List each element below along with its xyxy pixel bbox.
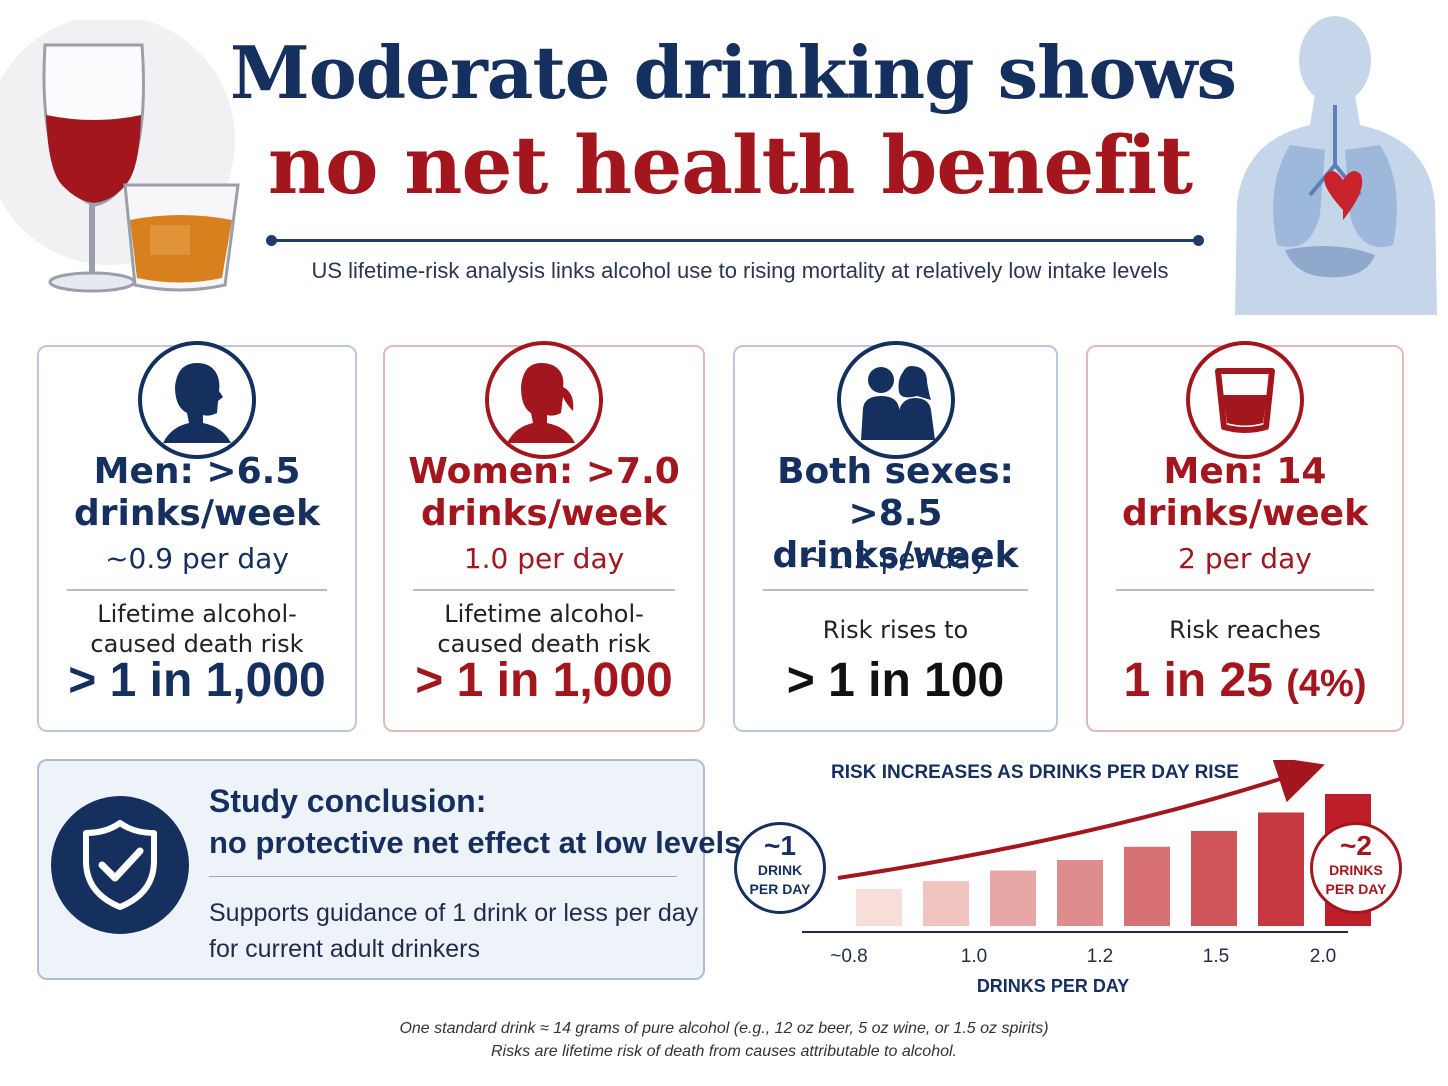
desc-line2: caused death risk [437,630,651,658]
conclusion-text-line1: Supports guidance of 1 drink or less per… [209,899,699,927]
desc-line2: caused death risk [90,630,304,658]
marker-unit-line2: PER DAY [749,881,811,897]
tick-label: 1.0 [960,946,988,967]
per-day: ~1.2 per day [803,542,988,575]
trend-arrow [837,760,1325,880]
card-divider [1116,589,1374,591]
card-women-7-0: Women: >7.0 drinks/week 1.0 per day Life… [383,341,705,732]
card-divider [67,589,327,591]
footnote-standard-drink: One standard drink ≈ 14 grams of pure al… [399,1020,1049,1037]
bar-1 [923,881,969,926]
desc-line1: Risk reaches [1169,616,1321,644]
risk-ratio: 1 in 25 [1123,654,1273,707]
header-divider [266,235,1204,246]
risk-value: > 1 in 100 [786,654,1005,707]
card-title-line1: Both sexes: [777,451,1014,492]
woman-silhouette-icon [485,341,603,459]
title-line-2: no net health benefit [267,118,1193,212]
marker-unit-line1: DRINKS [1329,862,1383,878]
bar-6 [1258,812,1304,926]
man-silhouette-icon [138,341,256,459]
per-day: 2 per day [1178,542,1312,575]
right-marker-2-drinks: ~2 DRINKS PER DAY [1310,822,1402,914]
marker-number: ~1 [764,830,796,861]
risk-value: > 1 in 1,000 [415,654,673,707]
marker-number: ~2 [1340,830,1372,861]
tick-label: ~0.8 [830,946,868,967]
couple-silhouette-icon [836,341,955,459]
x-axis-label: DRINKS PER DAY [976,976,1130,996]
title-line-1: Moderate drinking shows [230,30,1237,115]
card-title-line1: Men: >6.5 [93,451,301,492]
card-title-line1: Men: 14 [1163,451,1327,492]
desc-line1: Lifetime alcohol- [444,600,644,628]
conclusion-subtitle: no protective net effect at low levels [209,825,742,860]
risk-value: > 1 in 1,000 [68,654,326,707]
bar-4 [1124,846,1170,926]
bar-0 [856,889,902,926]
card-title-line1: Women: >7.0 [408,451,680,492]
bar-5 [1191,830,1237,926]
per-day: 1.0 per day [463,542,625,575]
marker-unit-line2: PER DAY [1325,881,1387,897]
desc-line1: Risk rises to [822,616,969,644]
desc-line1: Lifetime alcohol- [97,600,297,628]
bar-3 [1057,860,1103,926]
per-day: ~0.9 per day [105,542,289,575]
card-both-sexes-8-5: Both sexes: >8.5 drinks/week ~1.2 per da… [733,341,1058,732]
card-title-line2: drinks/week [73,493,321,534]
left-marker-1-drink: ~1 DRINK PER DAY [734,822,826,914]
conclusion-divider [209,876,677,877]
subtitle: US lifetime-risk analysis links alcohol … [311,258,1169,283]
card-title-line2: drinks/week [1121,493,1369,534]
footnote-risk-definition: Risks are lifetime risk of death from ca… [491,1043,957,1060]
card-men-14: Men: 14 drinks/week 2 per day Risk reach… [1086,341,1404,732]
drink-glass-icon [1186,341,1304,459]
risk-value: 1 in 25 (4%) [1088,653,1402,708]
card-divider [763,589,1028,591]
conclusion-box: Study conclusion: no protective net effe… [37,759,741,980]
bar-2 [990,870,1036,926]
card-men-6-5: Men: >6.5 drinks/week ~0.9 per day Lifet… [37,341,357,732]
wine-and-whiskey-glasses-icon [0,20,240,293]
conclusion-text-line2: for current adult drinkers [209,935,480,963]
tick-label: 1.5 [1202,946,1230,967]
marker-unit-line1: DRINK [757,862,803,878]
card-divider [413,589,675,591]
conclusion-title: Study conclusion: [209,783,487,819]
chart-title: RISK INCREASES AS DRINKS PER DAY RISE [831,762,1239,783]
tick-label: 2.0 [1309,946,1337,967]
risk-percent: (4%) [1286,663,1367,705]
card-title-line2: drinks/week [420,493,668,534]
shield-check-icon [51,796,189,934]
human-body-organs-icon [1235,16,1437,315]
card-title-line2: >8.5 drinks/week [772,493,1019,576]
tick-label: 1.2 [1086,946,1114,967]
